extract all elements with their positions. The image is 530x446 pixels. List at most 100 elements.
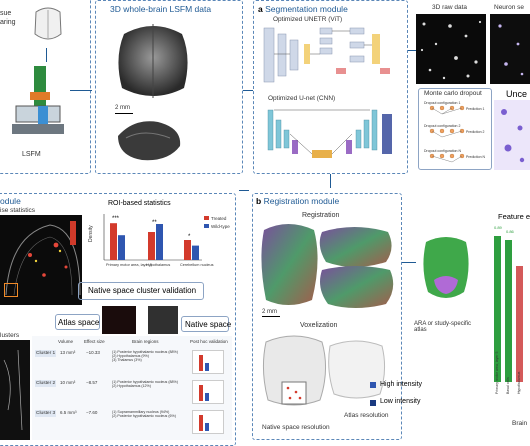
sig-3: *: [188, 234, 191, 240]
native-resolution-label: Native space resolution: [262, 424, 330, 431]
voxelization-label: Voxelization: [300, 322, 338, 329]
dropout-title: Monte carlo dropout: [424, 90, 482, 97]
registration-scale-bar: 2 mm: [262, 309, 277, 315]
cluster-name: Cluster 1: [35, 350, 57, 357]
arrow-down-1: [46, 48, 47, 62]
legend-wildtype: Wild-type: [211, 224, 230, 229]
high-intensity-label: High intensity: [380, 381, 423, 388]
atlas-space-image: [102, 306, 136, 334]
cat-label-3: Cerebellum nucleus: [180, 263, 214, 267]
unetr-diagram: [263, 27, 390, 83]
brain-slice-image: [118, 121, 181, 161]
segmentation-panel: [253, 0, 408, 174]
native-validation-label: Native space cluster validation: [88, 286, 197, 295]
dropout-prediction-n: Prediction N: [466, 155, 486, 159]
density-axis-label: Density: [88, 225, 94, 242]
atlas-space-box: [55, 314, 100, 330]
cluster-image: [0, 340, 30, 440]
segmentation-letter: a: [258, 4, 263, 14]
native-validation-box: [78, 282, 204, 300]
vit-label: Optimized UNETR (ViT): [273, 16, 343, 23]
sig-2: **: [152, 220, 157, 226]
cluster-regions: (1) Posterior hypothalamic nucleus (88%)…: [112, 350, 178, 362]
arrow-left-2: [402, 262, 416, 263]
th-regions: Brain regions: [132, 339, 159, 344]
arrow-right-1: [70, 90, 92, 91]
registration-title: b Registration module: [256, 196, 339, 206]
registration-panel: [252, 193, 402, 440]
lsfm-microscope-icon: [12, 66, 64, 134]
feature-bar: [516, 266, 523, 382]
roi-title: ROI-based statistics: [108, 200, 171, 207]
roi-bar: [148, 232, 155, 260]
statistics-subtitle: ise statistics: [0, 207, 36, 214]
cnn-label: Optimized U-net (CNN): [268, 95, 336, 102]
tissue-clearing-panel: [0, 0, 91, 174]
voxel-statistics-map: [0, 215, 82, 305]
lsfm-scale-bar: 2 mm: [115, 105, 130, 111]
clusters-label: lusters: [0, 332, 20, 339]
segmentation-title-text: Segmentation module: [265, 4, 348, 14]
registration-scale-line: [262, 316, 280, 317]
arrow-down-2: [330, 174, 331, 188]
cluster-validation-chart: [192, 350, 224, 374]
atlas-brain-image: [423, 237, 469, 298]
statistics-title: odule: [0, 196, 21, 206]
selected-cluster-box: [4, 283, 18, 297]
dropout-config-1: Dropout configuration 1: [424, 101, 461, 105]
neuron-segmentation-image: [490, 14, 530, 84]
uncertainty-label: Unce: [506, 89, 528, 99]
feature-bar: [505, 240, 512, 382]
dropout-config-2: Dropout configuration 2: [424, 124, 461, 128]
cluster-volume: 6.5 mm³: [60, 410, 77, 415]
lsfm-data-panel: [95, 0, 243, 174]
cluster-volume: 10 mm³: [60, 380, 76, 385]
neuron-label: Neuron se: [494, 4, 524, 11]
atlas-space-label: Atlas space: [58, 318, 100, 327]
cluster-effect: −10.33: [86, 350, 100, 355]
uncertainty-image: [494, 100, 530, 170]
native-space-image: [148, 306, 178, 334]
feature-bar-chart: 0.89 0.86 Primary motor area, layer 5 Ba…: [494, 225, 523, 394]
dropout-networks: [429, 105, 465, 163]
roi-bar: [110, 223, 117, 260]
atlas-caption: ARA or study-specific atlas: [414, 321, 472, 333]
arrow-left-1: [239, 190, 249, 191]
cluster-regions: (1) Posterior hypothalamic nucleus (88%)…: [112, 380, 178, 388]
feature-cat-2: Basal cells: [506, 377, 510, 394]
voxelization-diagram: [262, 335, 386, 406]
registration-letter: b: [256, 196, 262, 206]
registration-brains: [261, 224, 394, 308]
cat-label-2: Hypothalamus: [146, 263, 170, 267]
roi-bar: [184, 240, 191, 260]
cluster-name: Cluster 3: [35, 410, 57, 417]
feature-value-1: 0.89: [494, 225, 503, 230]
mouse-brain-icon: [34, 7, 62, 40]
dropout-panel: [418, 88, 492, 170]
registration-label: Registration: [302, 212, 340, 219]
lsfm-panel-title: 3D whole-brain LSFM data: [110, 4, 212, 14]
dropout-prediction-1: Prediction 1: [466, 107, 485, 111]
lsfm-label: LSFM: [22, 151, 41, 158]
roi-bar-chart: Density *** ** * Treated Wild-type Prima…: [88, 214, 230, 267]
segmentation-title: a Segmentation module: [258, 4, 348, 14]
lsfm-scale-line: [115, 113, 133, 114]
tissue-label-line2: aring: [0, 19, 16, 26]
roi-bar: [118, 235, 125, 260]
cluster-regions: (1) Supramammillary nucleus (94%) (2) Po…: [112, 410, 176, 418]
cluster-validation-chart: [192, 410, 224, 434]
feature-cat-3: Hypothalamus: [517, 371, 521, 394]
roi-bar: [156, 224, 163, 260]
th-validation: Post hoc validation: [190, 339, 228, 344]
native-space-box: [181, 316, 229, 332]
roi-bar: [192, 245, 199, 260]
th-volume: Volume: [58, 339, 74, 344]
feature-label: Feature e: [498, 212, 530, 221]
cluster-validation-chart: [192, 380, 224, 404]
arrow-right-2: [243, 90, 253, 91]
th-effect: Effect size: [84, 339, 105, 344]
unet-diagram: [267, 109, 392, 158]
cat-label-1: Primary motor area, layer 5: [106, 263, 152, 267]
atlas-resolution-label: Atlas resolution: [344, 412, 389, 419]
feature-bar: [494, 236, 501, 382]
